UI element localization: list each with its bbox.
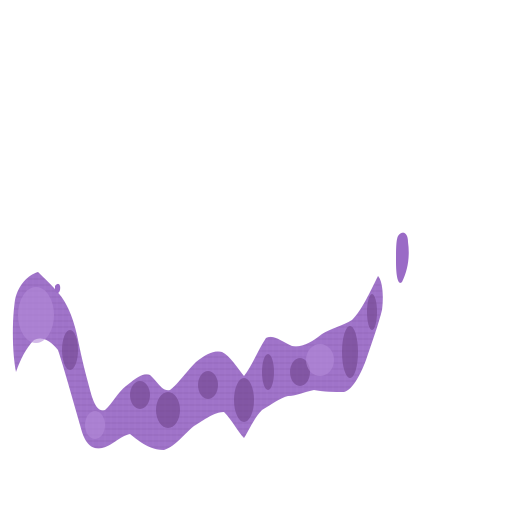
- stain-regions: [62, 294, 377, 428]
- tissue-fragment-right: [396, 232, 409, 283]
- light-regions: [18, 287, 334, 439]
- tissue-texture: [12, 272, 383, 450]
- tissue-fragment-small: [55, 283, 61, 293]
